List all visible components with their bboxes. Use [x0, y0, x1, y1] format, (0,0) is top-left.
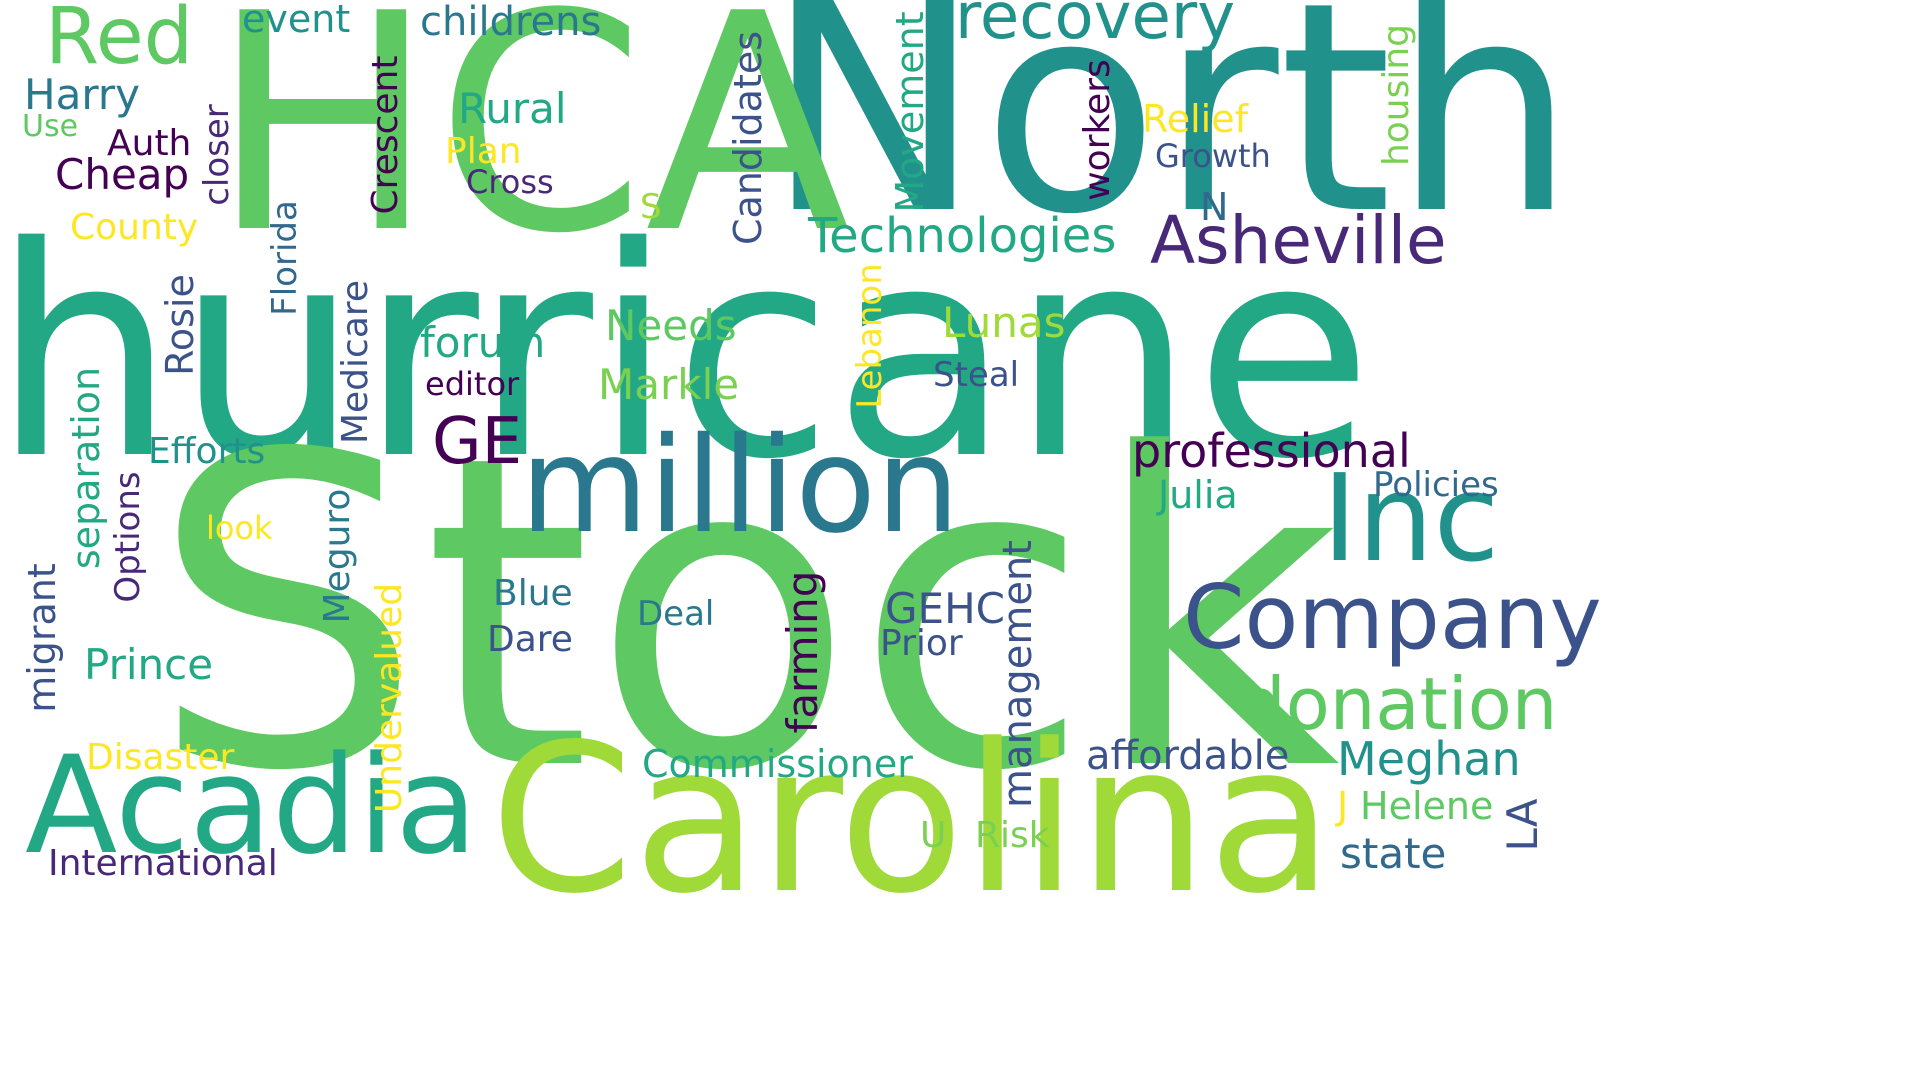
word-candidates: Candidates: [726, 30, 770, 246]
word-j: J: [1337, 784, 1349, 828]
word-recovery: recovery: [955, 0, 1236, 54]
word-company: Company: [1183, 566, 1602, 669]
word-hurricane: hurricane: [0, 186, 1373, 523]
word-cheap: Cheap: [55, 150, 190, 199]
word-undervalued: Undervalued: [369, 582, 410, 814]
word-s: S: [640, 187, 662, 227]
word-steal: Steal: [933, 355, 1020, 395]
word-disaster: Disaster: [86, 737, 235, 778]
word-use: Use: [22, 109, 79, 144]
word-rosie: Rosie: [158, 274, 202, 376]
word-carolina: Carolina: [490, 701, 1334, 939]
word-inc: Inc: [1322, 450, 1500, 589]
word-professional: professional: [1132, 424, 1411, 478]
word-north: North: [765, 0, 1577, 278]
word-forum: forum: [420, 318, 546, 367]
word-cross: Cross: [466, 163, 554, 201]
word-blue: Blue: [493, 573, 573, 614]
word-relief: Relief: [1142, 97, 1248, 141]
word-lebanon: Lebanon: [850, 263, 890, 409]
word-affordable: affordable: [1086, 733, 1290, 779]
word-medicare: Medicare: [335, 279, 376, 445]
word-prince: Prince: [84, 640, 214, 689]
word-deal: Deal: [637, 594, 715, 634]
word-auth: Auth: [107, 123, 192, 164]
word-u: U: [920, 815, 947, 856]
word-gehc: GEHC: [885, 584, 1005, 633]
word-plan: Plan: [445, 131, 522, 172]
word-options: Options: [108, 471, 148, 603]
word-florida: Florida: [265, 200, 305, 316]
word-risk: Risk: [975, 815, 1050, 856]
word-efforts: Efforts: [148, 431, 266, 472]
word-rural: Rural: [458, 84, 567, 133]
word-crescent: Crescent: [365, 55, 406, 215]
word-lunas: Lunas: [942, 298, 1066, 347]
word-n: N: [1200, 185, 1229, 229]
word-county: County: [70, 207, 199, 248]
word-management: management: [995, 540, 1041, 808]
word-ge: GE: [432, 405, 523, 479]
word-meguro: Meguro: [317, 488, 358, 624]
word-childrens: childrens: [420, 0, 602, 45]
word-migrant: migrant: [20, 563, 64, 713]
word-prior: Prior: [880, 623, 963, 664]
word-state: state: [1340, 829, 1447, 878]
word-look: look: [206, 509, 273, 547]
word-la: LA: [1498, 798, 1547, 852]
word-commissioner: Commissioner: [642, 742, 913, 786]
word-harry: Harry: [24, 70, 140, 119]
word-farming: farming: [778, 570, 827, 734]
word-workers: workers: [1077, 59, 1118, 201]
word-julia: Julia: [1158, 473, 1238, 517]
word-closer: closer: [197, 104, 237, 206]
word-editor: editor: [425, 365, 520, 403]
word-international: International: [48, 843, 278, 884]
word-separation: separation: [64, 366, 108, 570]
word-million: million: [520, 409, 960, 563]
word-growth: Growth: [1155, 137, 1271, 175]
word-acadia: Acadia: [25, 727, 478, 884]
word-event: event: [242, 0, 351, 41]
word-helene: Helene: [1360, 784, 1494, 828]
word-red: Red: [45, 0, 194, 82]
word-policies: Policies: [1373, 465, 1499, 505]
word-movement: Movement: [888, 11, 932, 213]
word-stock: Stock: [150, 365, 1341, 865]
word-hca: HCA: [210, 0, 851, 299]
word-markle: Markle: [598, 360, 740, 409]
word-meghan: Meghan: [1337, 732, 1521, 786]
word-needs: Needs: [605, 301, 737, 350]
word-asheville: Asheville: [1150, 202, 1447, 279]
word-technologies: Technologies: [808, 208, 1117, 264]
word-dare: Dare: [487, 619, 573, 660]
word-donation: donation: [1240, 662, 1558, 746]
word-housing: housing: [1376, 23, 1417, 167]
